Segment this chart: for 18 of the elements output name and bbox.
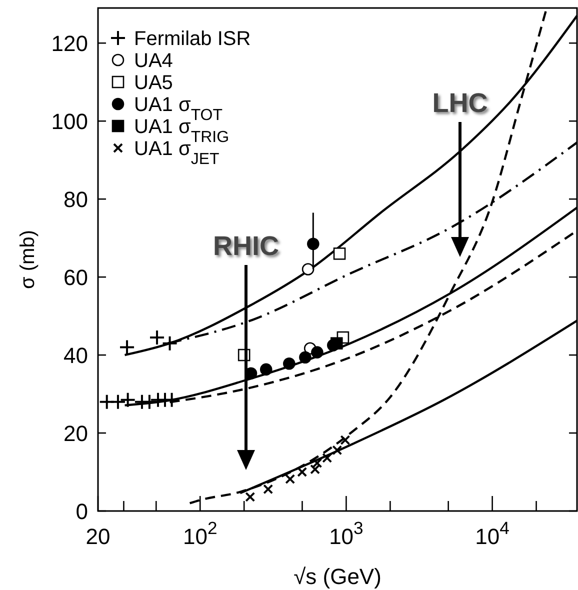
- x-tick-label: 10$^{4}$: [475, 518, 510, 549]
- y-tick-label: 100: [51, 109, 88, 134]
- y-axis-title: σ (mb): [17, 230, 39, 290]
- x-axis-title: √s (GeV): [294, 564, 382, 589]
- y-tick-label: 80: [64, 187, 88, 212]
- y-tick-label: 60: [64, 265, 88, 290]
- legend-label: UA5: [134, 72, 173, 94]
- y-tick-label: 40: [64, 343, 88, 368]
- x-tick-label: 10$^{3}$: [329, 518, 364, 549]
- y-tick-label: 20: [64, 421, 88, 446]
- annotation: RHIC: [213, 231, 279, 261]
- y-tick-label: 0: [76, 499, 88, 524]
- x-tick-label: 10$^{2}$: [182, 518, 218, 549]
- annotation: LHC: [432, 88, 488, 118]
- x-tick-label: 20: [86, 524, 110, 549]
- legend-label: UA4: [134, 50, 173, 72]
- y-tick-label: 120: [51, 31, 88, 56]
- legend-label: Fermilab ISR: [134, 28, 251, 50]
